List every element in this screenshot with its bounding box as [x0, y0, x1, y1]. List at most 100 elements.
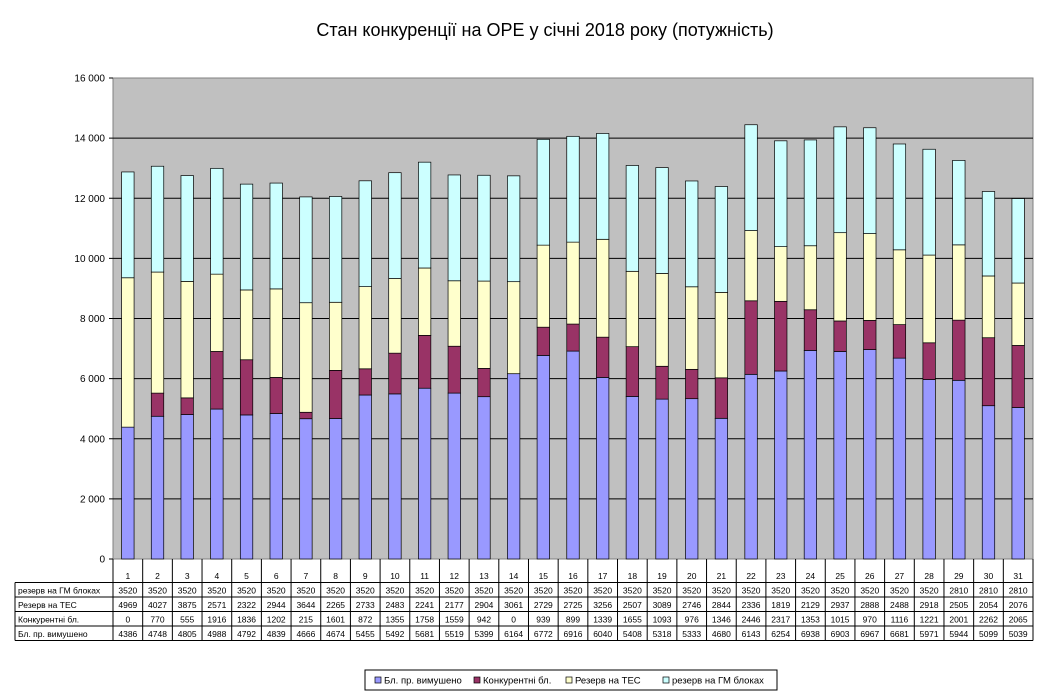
bar-segment — [952, 160, 966, 246]
bar-segment — [922, 379, 936, 560]
bar-segment — [714, 377, 728, 419]
table-cell: 6164 — [504, 629, 523, 639]
bar-segment — [418, 267, 432, 336]
table-cell: 3520 — [118, 586, 137, 596]
table-cell: 2810 — [979, 586, 998, 596]
table-cell: 3520 — [742, 586, 761, 596]
category-label: 22 — [746, 571, 756, 581]
category-label: 28 — [924, 571, 934, 581]
bar-segment — [150, 415, 165, 560]
bar-segment — [210, 408, 224, 560]
table-cell: 2001 — [949, 615, 968, 625]
table-row-label: Конкурентні бл. — [18, 615, 79, 625]
bar-segment — [922, 254, 936, 344]
bar-segment — [299, 302, 313, 413]
category-label: 6 — [274, 571, 279, 581]
bar-segment — [892, 324, 907, 359]
table-cell: 6903 — [831, 629, 850, 639]
bar-segment — [536, 326, 550, 356]
bar-segment — [180, 175, 194, 282]
bar-segment — [180, 397, 194, 415]
bar-segment — [774, 300, 788, 372]
bar-segment — [566, 241, 580, 325]
bar-segment — [685, 368, 699, 400]
y-tick-label: 0 — [99, 555, 105, 566]
bar-segment — [803, 309, 818, 351]
table-cell: 3256 — [593, 600, 612, 610]
bar-segment — [388, 393, 402, 560]
table-cell: 1353 — [801, 615, 820, 625]
bar-segment — [388, 172, 402, 279]
bar-segment — [655, 398, 669, 560]
table-cell: 6143 — [742, 629, 761, 639]
category-label: 16 — [568, 571, 578, 581]
table-cell: 4839 — [267, 629, 286, 639]
bar-segment — [447, 280, 461, 347]
bar-segment — [477, 396, 491, 560]
table-cell: 4674 — [326, 629, 345, 639]
bar-segment — [892, 249, 907, 325]
table-cell: 2054 — [979, 600, 998, 610]
table-cell: 5408 — [623, 629, 642, 639]
bar-segment — [536, 138, 550, 246]
bar-segment — [299, 418, 313, 560]
table-cell: 3520 — [504, 586, 523, 596]
category-label: 7 — [304, 571, 309, 581]
table-cell: 2488 — [890, 600, 909, 610]
bar-segment — [150, 271, 165, 394]
table-cell: 872 — [358, 615, 372, 625]
category-label: 8 — [333, 571, 338, 581]
table-cell: 3520 — [207, 586, 226, 596]
bar-segment — [180, 281, 194, 399]
table-row-label: Резерв на ТЕС — [18, 600, 77, 610]
bar-segment — [447, 174, 461, 282]
bar-segment — [388, 278, 402, 354]
table-cell: 2746 — [682, 600, 701, 610]
bar-segment — [566, 135, 580, 243]
bar-segment — [1011, 282, 1025, 346]
bar-segment — [507, 373, 521, 560]
bar-segment — [210, 351, 224, 410]
table-cell: 1819 — [771, 600, 790, 610]
bar-segment — [833, 351, 847, 560]
table-cell: 4027 — [148, 600, 167, 610]
bar-segment — [1011, 345, 1025, 408]
bar-segment — [714, 291, 728, 379]
table-cell: 5455 — [356, 629, 375, 639]
table-cell: 5492 — [385, 629, 404, 639]
bar-segment — [714, 417, 728, 560]
bar-segment — [180, 414, 194, 560]
bar-segment — [655, 273, 669, 367]
table-cell: 3520 — [534, 586, 553, 596]
table-cell: 6681 — [890, 629, 909, 639]
y-tick-label: 8 000 — [80, 314, 105, 325]
table-cell: 6040 — [593, 629, 612, 639]
table-cell: 3520 — [326, 586, 345, 596]
table-cell: 3520 — [415, 586, 434, 596]
bar-segment — [210, 273, 224, 352]
y-tick-label: 14 000 — [74, 134, 105, 145]
bar-segment — [328, 196, 343, 303]
table-cell: 4969 — [118, 600, 137, 610]
legend-swatch — [565, 676, 573, 684]
table-row-label: резерв на ГМ блоках — [18, 586, 101, 596]
table-cell: 3520 — [682, 586, 701, 596]
table-cell: 2505 — [949, 600, 968, 610]
bar-segment — [952, 379, 966, 560]
bar-segment — [507, 281, 521, 375]
bar-segment — [418, 161, 432, 269]
bar-segment — [536, 244, 550, 328]
y-axis: 0 2 000 4 000 6 000 8 000 10 000 12 000 14 000 1… — [74, 74, 113, 566]
table-cell: 1221 — [920, 615, 939, 625]
table-cell: 4386 — [118, 629, 137, 639]
table-cell: 3644 — [296, 600, 315, 610]
table-cell: 2317 — [771, 615, 790, 625]
table-cell: 2446 — [742, 615, 761, 625]
table-cell: 3520 — [653, 586, 672, 596]
table-cell: 3520 — [267, 586, 286, 596]
category-label: 9 — [363, 571, 368, 581]
table-cell: 3520 — [593, 586, 612, 596]
table-cell: 2065 — [1009, 615, 1028, 625]
bar-segment — [774, 246, 788, 302]
table-cell: 2571 — [207, 600, 226, 610]
